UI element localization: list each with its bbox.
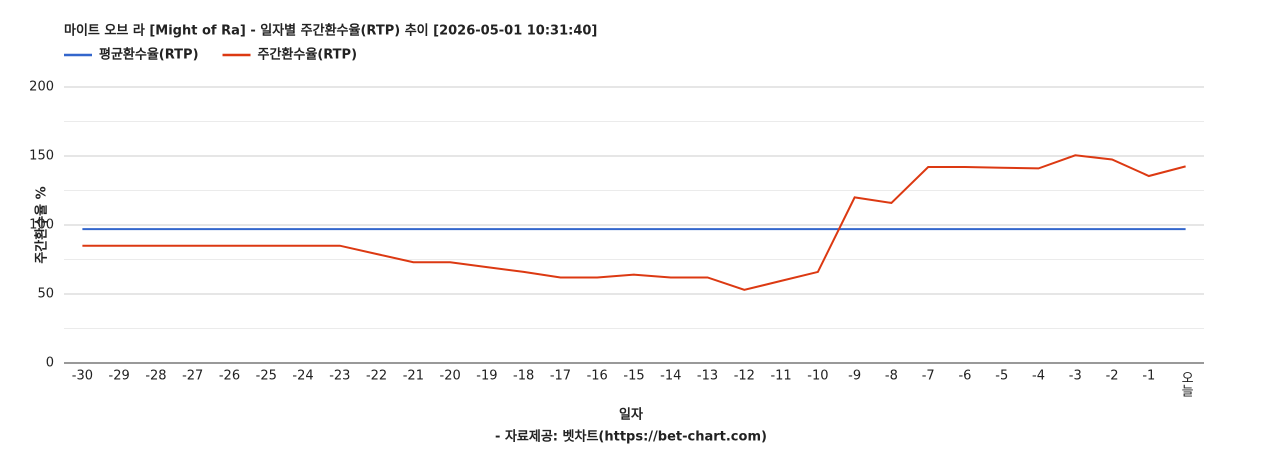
x-tick-label: -28: [145, 369, 166, 384]
y-tick-label: 150: [29, 149, 54, 164]
y-tick-label: 0: [46, 356, 54, 371]
x-tick-label: -2: [1106, 369, 1119, 384]
x-tick-label: -11: [770, 369, 791, 384]
chart-title: 마이트 오브 라 [Might of Ra] - 일자별 주간환수율(RTP) …: [64, 23, 597, 39]
x-tick-label: -7: [922, 369, 935, 384]
x-tick-label: -30: [72, 369, 93, 384]
x-tick-label: -25: [256, 369, 277, 384]
x-tick-label: -3: [1069, 369, 1082, 384]
y-axis-label: 주간환수율 %: [34, 186, 50, 263]
x-tick-label: -18: [513, 369, 534, 384]
x-tick-label: -29: [109, 369, 130, 384]
x-tick-label: -13: [697, 369, 718, 384]
x-tick-label: -5: [995, 369, 1008, 384]
x-tick-label: -10: [807, 369, 828, 384]
y-tick-label: 100: [29, 218, 54, 233]
x-tick-label: -21: [403, 369, 424, 384]
legend-label: 평균환수율(RTP): [99, 47, 199, 63]
x-axis-label: 일자: [619, 408, 643, 423]
x-tick-label: -8: [885, 369, 898, 384]
x-tick-label: -23: [329, 369, 350, 384]
x-tick-label: -6: [958, 369, 971, 384]
x-tick-label: -4: [1032, 369, 1045, 384]
footer: - 자료제공: 벳차트(https://bet-chart.com): [495, 429, 767, 445]
x-tick-label: -16: [587, 369, 608, 384]
x-tick-label: 오늘: [1178, 371, 1193, 397]
x-tick-label: -24: [292, 369, 313, 384]
x-tick-label: -15: [623, 369, 644, 384]
x-tick-label: -14: [660, 369, 681, 384]
x-tick-label: -17: [550, 369, 571, 384]
legend-label: 주간환수율(RTP): [258, 47, 358, 63]
y-tick-label: 50: [37, 287, 54, 302]
series-line: [82, 154, 1186, 291]
x-tick-label: -26: [219, 369, 240, 384]
x-tick-label: -27: [182, 369, 203, 384]
x-tick-label: -12: [734, 369, 755, 384]
x-tick-label: -20: [440, 369, 461, 384]
x-tick-label: -1: [1142, 369, 1155, 384]
y-tick-label: 200: [29, 80, 54, 95]
x-tick-label: -19: [476, 369, 497, 384]
x-tick-label: -9: [848, 369, 861, 384]
x-tick-label: -22: [366, 369, 387, 384]
